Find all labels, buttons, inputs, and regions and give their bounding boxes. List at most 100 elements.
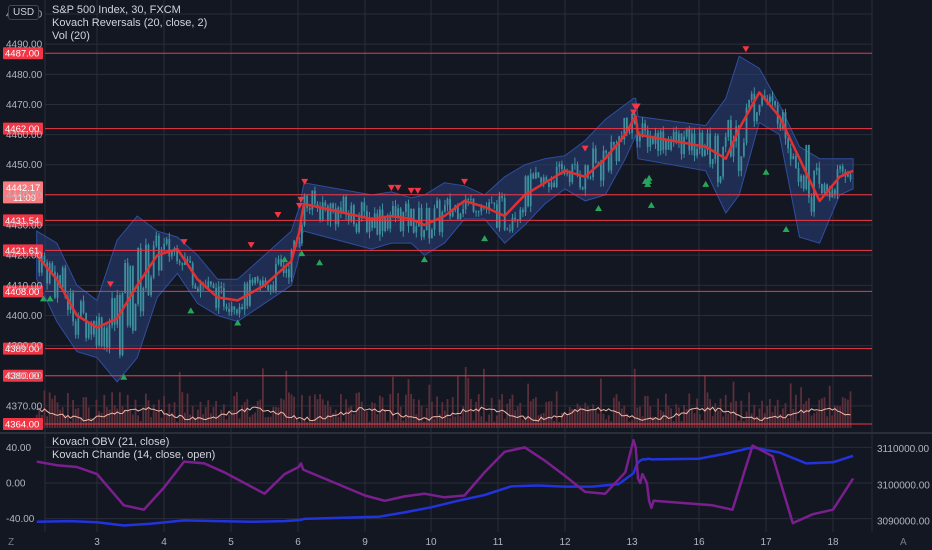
candle-body [769, 96, 771, 103]
symbol-legend[interactable]: S&P 500 Index, 30, FXCM [52, 4, 181, 16]
x-tick-label: 10 [425, 537, 437, 548]
volume-bar [106, 407, 108, 428]
candle-body [85, 312, 87, 338]
candle-body [93, 320, 95, 335]
currency-badge[interactable]: USD [8, 5, 40, 20]
candle-body [236, 309, 238, 314]
bollinger-band [36, 55, 854, 383]
candle-body [376, 213, 379, 235]
volume-bar [332, 413, 334, 428]
volume-bar [80, 417, 82, 428]
up-signal-marker [644, 180, 652, 187]
volume-bar [776, 399, 779, 428]
volume-bar [561, 412, 563, 428]
volume-bar [184, 412, 186, 428]
candle-body [215, 288, 217, 308]
candle-body [821, 183, 823, 194]
candle-body [711, 159, 714, 165]
volume-bar [771, 412, 774, 428]
candle-body [561, 163, 563, 170]
volume-bar [428, 384, 431, 428]
volume-bar [847, 399, 849, 428]
volume-bar [623, 405, 626, 428]
volume-bar [727, 413, 730, 428]
candle-body [594, 148, 597, 163]
candle-body [329, 203, 332, 222]
volume-bar [438, 414, 441, 428]
candle-body [730, 120, 732, 157]
candle-body [176, 248, 178, 262]
candle-body [228, 309, 230, 312]
volume-bar [412, 398, 415, 428]
volume-bar [555, 391, 558, 428]
volume-bar [597, 413, 600, 428]
candle-body [657, 133, 659, 151]
candle-body [74, 321, 77, 335]
indicator-legend-chande[interactable]: Kovach Chande (14, close, open) [52, 449, 216, 461]
candle-body [197, 288, 199, 292]
volume-bar [61, 407, 64, 428]
candle-body [732, 141, 735, 157]
volume-bar [480, 416, 483, 428]
volume-bar [210, 413, 212, 428]
volume-bar [828, 385, 831, 428]
volume-bar [784, 403, 787, 428]
y-tick-label: 4440.00 [6, 190, 43, 201]
candle-body [441, 211, 444, 233]
candle-body [782, 112, 784, 129]
volume-bar [584, 402, 587, 428]
candle-body [230, 306, 233, 312]
candle-body [652, 135, 654, 144]
volume-bar [849, 391, 852, 428]
candle-body [251, 279, 254, 284]
x-tick-label: 11 [493, 537, 504, 548]
candle-body [750, 93, 753, 101]
candle-body [568, 173, 571, 183]
candle-body [290, 250, 293, 278]
timezone-button[interactable]: Z [8, 537, 15, 548]
volume-bar [113, 405, 116, 428]
candle-body [340, 207, 342, 214]
volume-bar [347, 407, 350, 428]
volume-bar [730, 402, 732, 428]
auto-scale-button[interactable]: A [900, 537, 907, 548]
candle-body [415, 226, 418, 233]
candle-body [745, 107, 748, 143]
candle-body [688, 128, 691, 151]
price-level-tag [3, 214, 43, 227]
volume-bar [470, 399, 472, 428]
indicator-legend-volume[interactable]: Vol (20) [52, 30, 90, 42]
volume-bar [444, 410, 446, 428]
volume-bar [550, 401, 553, 428]
candle-body [163, 243, 165, 250]
volume-bar [176, 421, 178, 428]
candle-body [659, 131, 662, 151]
indicator-legend-obv[interactable]: Kovach OBV (21, close) [52, 436, 170, 448]
right-y-tick-label: 3090000.00 [877, 517, 930, 528]
volume-bar [717, 410, 719, 428]
volume-bar [306, 421, 308, 428]
candle-body [490, 202, 493, 204]
volume-bar [680, 421, 683, 428]
volume-bar [454, 416, 457, 428]
x-tick-label: 12 [559, 537, 571, 548]
volume-bar [498, 399, 501, 428]
candle-body [615, 144, 618, 161]
indicator-legend-reversals[interactable]: Kovach Reversals (20, close, 2) [52, 17, 208, 29]
candle-body [758, 104, 761, 113]
candle-body [178, 261, 181, 263]
volume-bar [644, 395, 646, 428]
volume-bar [376, 414, 379, 428]
candle-body [48, 263, 51, 284]
volume-bar [298, 421, 301, 428]
volume-bar [126, 394, 129, 428]
candle-body [685, 128, 688, 137]
candle-body [714, 135, 717, 160]
volume-bar [254, 412, 256, 428]
up-signal-marker [281, 256, 289, 263]
volume-bar [652, 416, 654, 428]
volume-bar [238, 418, 241, 428]
candle-body [644, 123, 646, 131]
candle-body [550, 182, 553, 188]
